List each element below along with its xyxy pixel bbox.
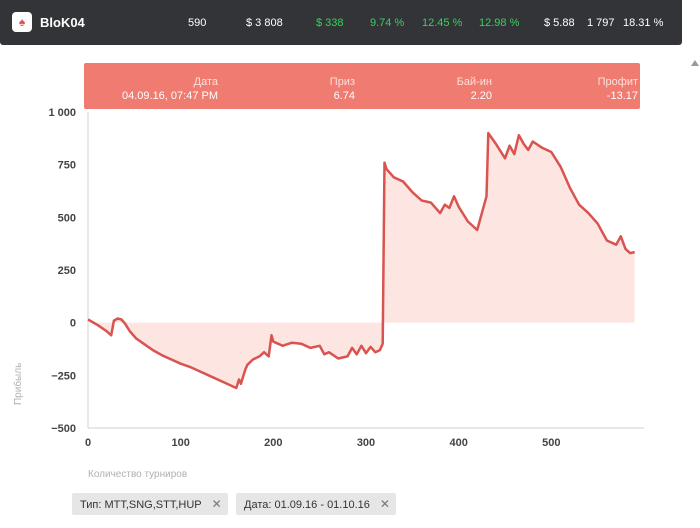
y-axis-label: Прибыль bbox=[13, 362, 24, 405]
filter-chip-date[interactable]: Дата: 01.09.16 - 01.10.16 ✕ bbox=[236, 493, 396, 515]
profit-area-fill bbox=[88, 133, 635, 388]
close-icon[interactable]: ✕ bbox=[211, 497, 222, 511]
y-tick-label: −500 bbox=[51, 423, 76, 435]
profit-line bbox=[87, 131, 635, 390]
tooltip-prize-label: Приз bbox=[329, 76, 355, 88]
y-tick-label: −250 bbox=[51, 370, 76, 382]
player-name[interactable]: BloK04 bbox=[40, 15, 85, 30]
stat-itm: 18.31 % bbox=[623, 17, 664, 29]
stat-buyins: $ 3 808 bbox=[246, 17, 283, 29]
tooltip-date-value: 04.09.16, 07:47 PM bbox=[121, 90, 218, 102]
x-tick-label: 400 bbox=[449, 437, 467, 449]
filter-chip-type-label: Тип: MTT,SNG,STT,HUP bbox=[80, 499, 202, 511]
y-tick-label: 500 bbox=[58, 212, 76, 224]
y-tick-label: 250 bbox=[58, 265, 76, 277]
x-tick-label: 100 bbox=[171, 437, 189, 449]
x-tick-label: 300 bbox=[357, 437, 375, 449]
y-tick-label: 750 bbox=[58, 160, 76, 172]
tooltip-profit-label: Профит bbox=[597, 76, 638, 88]
y-tick-label: 0 bbox=[70, 318, 76, 330]
stat-roi-3: 12.98 % bbox=[479, 17, 520, 29]
x-tick-label: 200 bbox=[264, 437, 282, 449]
filter-chip-date-label: Дата: 01.09.16 - 01.10.16 bbox=[244, 499, 370, 511]
y-tick-label: 1 000 bbox=[48, 107, 76, 119]
scroll-up-arrow-icon[interactable] bbox=[691, 60, 699, 66]
tooltip-buyin-label: Бай-ин bbox=[456, 76, 492, 88]
tooltip-date-label: Дата bbox=[193, 76, 218, 88]
stat-roi-2: 12.45 % bbox=[422, 17, 463, 29]
tooltip-profit-value: -13.17 bbox=[606, 90, 638, 102]
filter-chip-type[interactable]: Тип: MTT,SNG,STT,HUP ✕ bbox=[72, 493, 228, 515]
stat-avg-buyin: $ 5.88 bbox=[544, 17, 575, 29]
tooltip-prize-value: 6.74 bbox=[333, 90, 355, 102]
tooltip-buyin-value: 2.20 bbox=[470, 90, 492, 102]
x-axis-label: Количество турниров bbox=[88, 469, 188, 480]
stat-profit: $ 338 bbox=[316, 17, 344, 29]
x-tick-label: 0 bbox=[85, 437, 91, 449]
pokerstars-spade-icon: ♠ bbox=[12, 12, 32, 32]
data-tooltip: Дата 04.09.16, 07:47 PM Приз 6.74 Бай-ин… bbox=[84, 63, 640, 109]
stats-header: ♠ BloK04 590 $ 3 808 $ 338 9.74 % 12.45 … bbox=[0, 0, 682, 45]
stat-roi: 9.74 % bbox=[370, 17, 405, 29]
stat-count: 1 797 bbox=[587, 17, 615, 29]
stat-tournaments: 590 bbox=[188, 17, 207, 29]
close-icon[interactable]: ✕ bbox=[379, 497, 390, 511]
x-tick-label: 500 bbox=[542, 437, 560, 449]
